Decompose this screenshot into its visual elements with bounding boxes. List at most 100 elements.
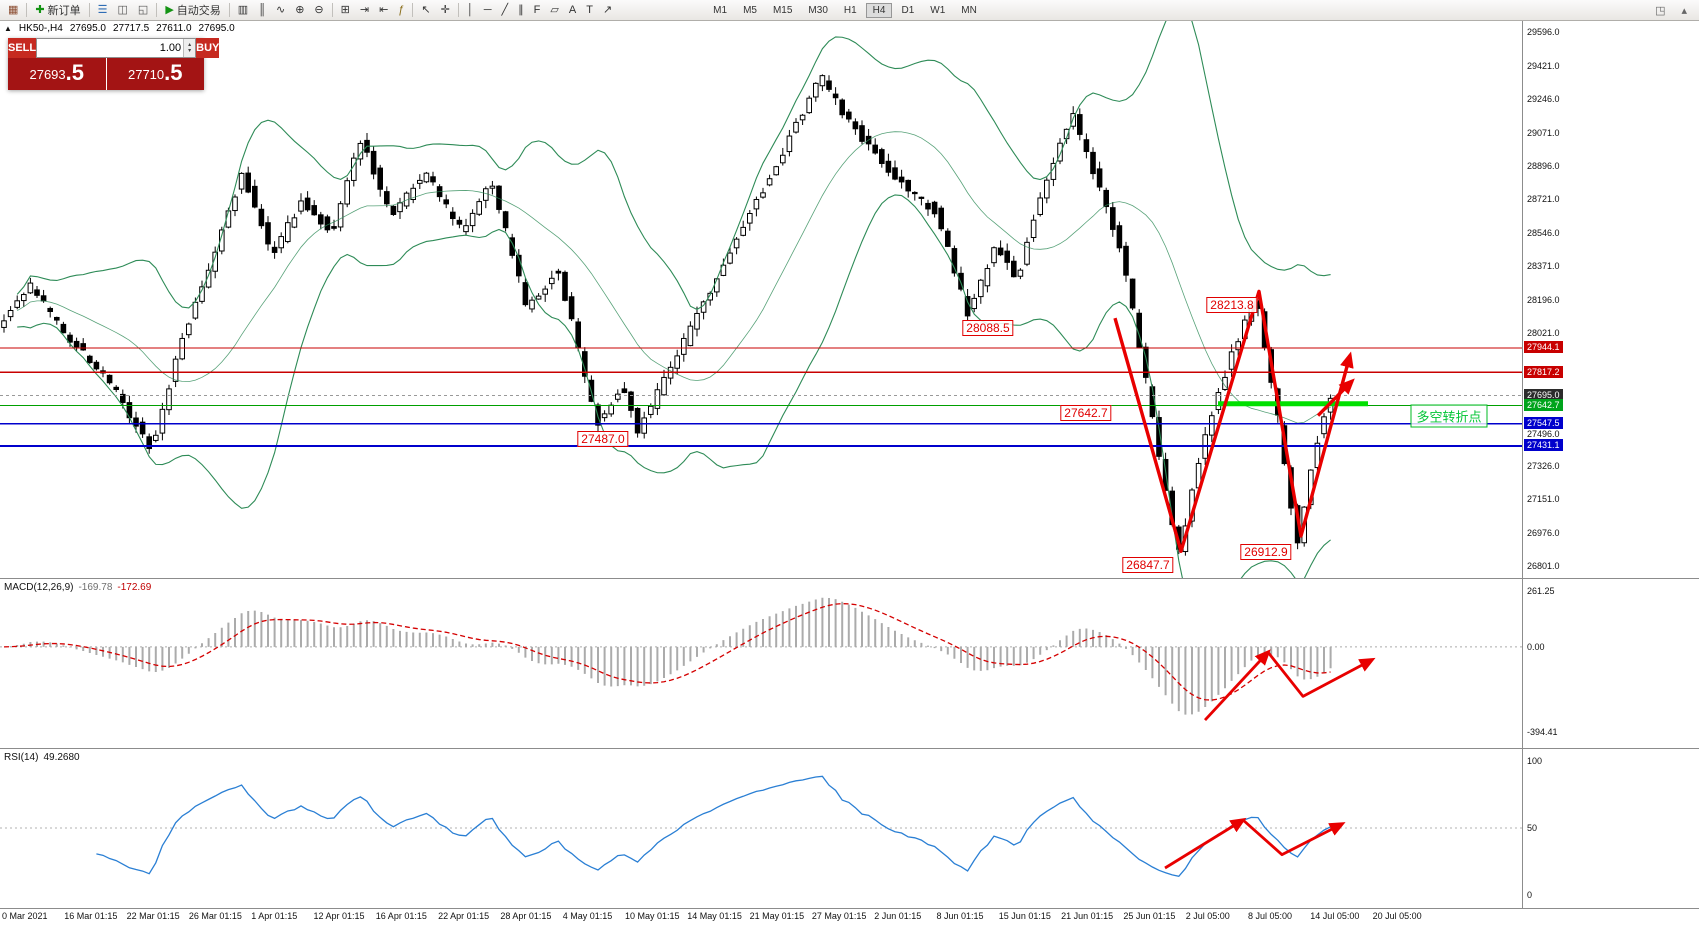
volume-field: ▴ ▾	[36, 38, 197, 58]
buy-price-dec: .5	[164, 60, 183, 85]
new-order-button-icon: ✚	[35, 4, 45, 16]
shapes-icon: ▱	[550, 4, 559, 16]
timeframe-h1[interactable]: H1	[843, 4, 857, 16]
one-click-panel-toggle[interactable]: ▲	[4, 24, 12, 33]
ohlc-low: 27611.0	[156, 23, 192, 34]
macd-signal-line	[3, 603, 1331, 701]
bar-chart-icon[interactable]: ▥	[233, 2, 253, 18]
zoom-out-icon[interactable]: ⊖	[309, 2, 328, 18]
new-chart-icon[interactable]: ▦	[3, 2, 23, 18]
trend-arrows-layer[interactable]	[1113, 289, 1355, 553]
volume-up-icon[interactable]: ▴	[188, 42, 192, 48]
new-order-button[interactable]: ✚ 新订单	[30, 0, 85, 20]
indicators-icon[interactable]: ƒ	[393, 2, 409, 18]
zoom-in-icon[interactable]: ⊕	[290, 2, 309, 18]
time-axis-label: 2 Jul 05:00	[1185, 911, 1230, 921]
equidistant-channel-icon: ∥	[518, 4, 524, 16]
time-axis-label: 16 Apr 01:15	[375, 911, 427, 921]
scroll-up-icon[interactable]: ▴	[1681, 4, 1687, 17]
timeframe-w1[interactable]: W1	[930, 4, 946, 16]
market-watch-icon[interactable]: ☰	[93, 2, 113, 18]
sell-price[interactable]: 27693.5	[8, 58, 107, 90]
label-icon[interactable]: T	[581, 2, 598, 18]
strategy-tester-icon[interactable]: ◱	[133, 2, 153, 18]
window-restore-icon[interactable]: ◳	[1655, 4, 1666, 17]
line-chart-icon: ∿	[275, 4, 286, 16]
shapes-icon[interactable]: ▱	[545, 2, 563, 18]
time-axis-label: 8 Jun 01:15	[936, 911, 984, 921]
volume-input[interactable]	[37, 39, 184, 57]
timeframe-d1[interactable]: D1	[901, 4, 915, 16]
time-axis-label: 4 May 01:15	[562, 911, 613, 921]
macd-trend-arrow[interactable]	[1266, 651, 1376, 698]
tile-windows-icon[interactable]: ⊞	[336, 2, 355, 18]
horizontal-levels-layer[interactable]	[0, 347, 1522, 447]
rsi-value: 49.2680	[43, 752, 80, 763]
time-axis-label: 22 Apr 01:15	[438, 911, 490, 921]
timeframe-m5[interactable]: M5	[743, 4, 757, 16]
text-icon[interactable]: A	[564, 2, 581, 18]
time-axis-label: 1 Apr 01:15	[251, 911, 298, 921]
macd-value-signal: -172.69	[117, 582, 152, 593]
rsi-trend-arrow[interactable]	[1242, 818, 1346, 857]
volume-down-icon[interactable]: ▾	[188, 48, 192, 54]
time-axis-label: 14 Jul 05:00	[1310, 911, 1360, 921]
sell-price-dec: .5	[65, 60, 84, 85]
time-axis-label: 26 Mar 01:15	[188, 911, 242, 921]
rsi-trend-arrow[interactable]	[1164, 817, 1247, 870]
macd-value-main: -169.78	[78, 582, 113, 593]
time-axis-label: 14 May 01:15	[687, 911, 742, 921]
trendline-icon[interactable]: ╱	[497, 2, 514, 18]
time-axis-label: 21 Jun 01:15	[1061, 911, 1114, 921]
horizontal-line-icon[interactable]: ─	[479, 2, 497, 18]
vertical-line-icon[interactable]: │	[462, 2, 479, 18]
main-chart-layer	[0, 20, 1522, 578]
time-axis-label: 28 Apr 01:15	[500, 911, 552, 921]
macd-name: MACD(12,26,9)	[4, 582, 74, 593]
toolbar-separator	[331, 3, 333, 17]
toolbar-separator	[228, 3, 230, 17]
zoom-in-icon: ⊕	[295, 4, 305, 16]
crosshair-icon[interactable]: ✛	[436, 2, 455, 18]
toolbar-separator	[26, 3, 28, 17]
sell-button[interactable]: SELL	[8, 38, 37, 58]
ohlc-open: 27695.0	[69, 23, 106, 34]
ohlc-high: 27717.5	[112, 23, 150, 34]
timeframe-h4[interactable]: H4	[865, 2, 893, 18]
time-axis-label: 2 Jun 01:15	[874, 911, 922, 921]
auto-trading-button[interactable]: ▶ 自动交易	[160, 0, 225, 20]
candlestick-chart-icon[interactable]: ║	[253, 2, 271, 18]
timeframe-m15[interactable]: M15	[772, 4, 793, 16]
cursor-icon[interactable]: ↖	[416, 2, 435, 18]
tile-windows-icon: ⊞	[340, 4, 350, 16]
autoscroll-icon[interactable]: ⇥	[355, 2, 374, 18]
rsi-layer	[0, 775, 1522, 878]
buy-button[interactable]: BUY	[196, 38, 220, 58]
chart-shift-icon: ⇤	[379, 4, 389, 16]
timeframe-m1[interactable]: M1	[713, 4, 728, 16]
equidistant-channel-icon[interactable]: ∥	[513, 2, 529, 18]
macd-trend-arrow[interactable]	[1203, 649, 1271, 721]
macd-layer	[0, 597, 1522, 721]
time-axis-label: 25 Jun 01:15	[1123, 911, 1176, 921]
time-axis-label: 12 Apr 01:15	[313, 911, 365, 921]
fibonacci-icon[interactable]: F	[529, 2, 546, 18]
toolbar-separator	[412, 3, 414, 17]
buy-price[interactable]: 27710.5	[106, 58, 204, 90]
chart-shift-icon[interactable]: ⇤	[374, 2, 393, 18]
sell-price-int: 27693	[29, 67, 66, 82]
time-axis-label: 27 May 01:15	[811, 911, 867, 921]
line-chart-icon[interactable]: ∿	[271, 2, 290, 18]
timeframe-m30[interactable]: M30	[808, 4, 828, 16]
data-window-icon[interactable]: ◫	[113, 2, 133, 18]
label-icon: T	[586, 4, 593, 16]
auto-trading-button-icon: ▶	[165, 4, 174, 16]
timeframe-mn[interactable]: MN	[961, 4, 977, 16]
toolbar-separator	[156, 3, 158, 17]
time-axis-label: 0 Mar 2021	[2, 911, 48, 921]
candlestick-chart-icon: ║	[258, 4, 266, 16]
arrows-tool-icon[interactable]: ↗	[598, 2, 617, 18]
time-axis-label: 20 Jul 05:00	[1372, 911, 1422, 921]
